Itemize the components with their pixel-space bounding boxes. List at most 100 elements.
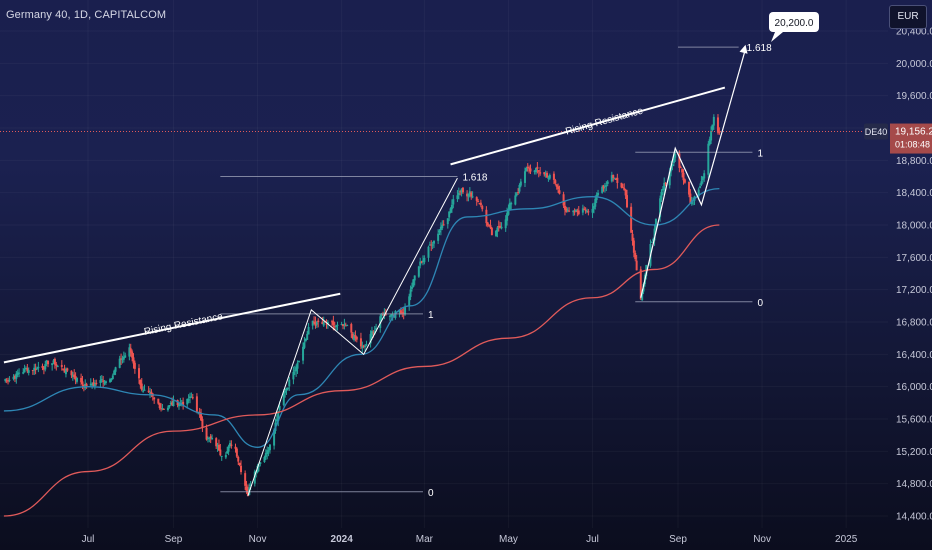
candle-body [471,196,474,198]
candle-body [683,179,686,183]
candle-body [53,358,56,365]
candle-body [292,371,295,380]
candle-body [237,457,240,462]
candle-body [375,328,378,330]
candle-body [639,269,642,300]
candle-body [410,286,413,289]
candle-body [605,185,608,187]
candle-body [41,365,44,368]
candle-body [286,387,289,389]
candle-body [24,367,27,370]
candle-body [632,240,635,253]
projection-callout-pointer [771,32,783,42]
candle-body [663,182,666,190]
candle-body [388,315,391,317]
candle-body [138,368,141,379]
candle-body [623,187,626,191]
y-tick-label: 15,200.0 [896,447,932,458]
candle-body [55,364,58,366]
candle-body [517,192,520,194]
candle-body [200,412,203,421]
candle-body [428,244,431,246]
y-tick-label: 16,000.0 [896,382,932,393]
trendline-label: Rising Resistance [564,105,644,137]
candle-body [111,375,114,379]
x-tick-label: Nov [753,534,771,545]
candle-body [583,208,586,210]
candle-body [563,205,566,210]
y-tick-label: 20,000.0 [896,59,932,70]
fib-level-label: 1.618 [747,43,772,54]
candle-body [475,197,478,201]
symbol-tag-box [864,123,888,140]
candle-body [158,403,161,409]
candle-body [253,471,256,484]
candle-body [60,365,63,367]
candle-body [208,437,211,439]
candle-body [264,452,267,458]
candle-body [594,198,597,207]
candle-body [275,419,278,422]
candle-body [171,402,174,405]
candle-body [244,473,247,486]
candle-body [63,370,66,373]
candle-body [74,375,77,381]
candle-body [716,117,719,133]
candle-body [166,407,169,411]
candle-body [22,372,25,374]
x-tick-label: Nov [249,534,267,545]
projection-callout-label: 20,200.0 [775,18,814,29]
candle-body [110,378,113,381]
candle-body [519,181,522,186]
candle-body [412,279,415,287]
candle-body [362,345,365,347]
candle-body [245,486,248,492]
candle-body [37,367,40,369]
candle-body [311,320,314,326]
candle-body [419,261,422,266]
candle-body [104,381,107,384]
candle-body [56,365,59,368]
candle-body [612,174,615,178]
candle-body [189,396,192,398]
candle-body [186,398,189,405]
candle-body [234,446,237,449]
candle-body [417,266,420,277]
candle-body [303,342,306,348]
candle-body [591,208,594,213]
candle-body [586,210,589,212]
candle-body [140,383,143,390]
candle-body [650,241,653,243]
currency-button[interactable]: EUR [889,5,927,29]
candle-body [354,335,357,339]
candle-body [335,325,338,328]
candle-body [399,310,402,314]
candle-body [314,321,317,326]
candle-body [33,367,36,371]
candle-body [150,391,153,395]
x-tick-label: 2025 [835,534,858,545]
candle-body [421,260,424,262]
candle-body [359,338,362,347]
candle-body [460,188,463,193]
y-tick-label: 16,400.0 [896,350,932,361]
candle-body [500,226,503,229]
candle-body [515,193,518,196]
candle-body [452,199,455,205]
candle-body [554,180,557,184]
candle-body [215,438,218,447]
candle-body [35,367,38,369]
candle-body [302,346,305,361]
candle-body [431,244,434,246]
candle-body [162,408,165,410]
candle-body [282,391,285,406]
candle-body [577,210,580,215]
candle-body [635,260,638,271]
candle-body [333,326,336,328]
candle-body [659,198,662,218]
candle-body [700,181,703,185]
candle-body [132,357,135,364]
candle-body [16,372,19,375]
candle-body [660,191,663,199]
